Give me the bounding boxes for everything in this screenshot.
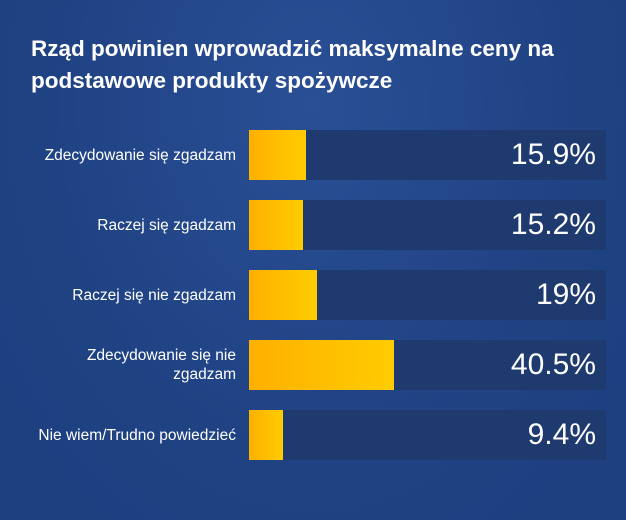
bar — [249, 130, 306, 180]
category-label: Zdecydowanie się nie zgadzam — [86, 347, 236, 383]
category-label: Raczej się zgadzam — [97, 216, 236, 234]
category-label: Nie wiem/Trudno powiedzieć — [38, 426, 236, 444]
category-label: Zdecydowanie się zgadzam — [44, 146, 236, 164]
data-label: 40.5% — [510, 348, 596, 381]
data-label: 15.9% — [510, 138, 596, 171]
bar-track: 15.9% — [249, 130, 606, 180]
bar — [249, 340, 394, 390]
chart-title: Rząd powinien wprowadzić maksymalne ceny… — [31, 36, 554, 93]
data-label: 19% — [535, 278, 596, 311]
data-label: 15.2% — [510, 208, 596, 241]
bar-track: 40.5% — [249, 340, 606, 390]
bar — [249, 270, 317, 320]
data-label: 9.4% — [527, 418, 596, 451]
bar-track: 19% — [249, 270, 606, 320]
bar — [249, 200, 304, 250]
bar — [249, 410, 283, 460]
bar-track: 15.2% — [249, 200, 606, 250]
bar-track: 9.4% — [249, 410, 606, 460]
category-label: Raczej się nie zgadzam — [72, 286, 236, 304]
